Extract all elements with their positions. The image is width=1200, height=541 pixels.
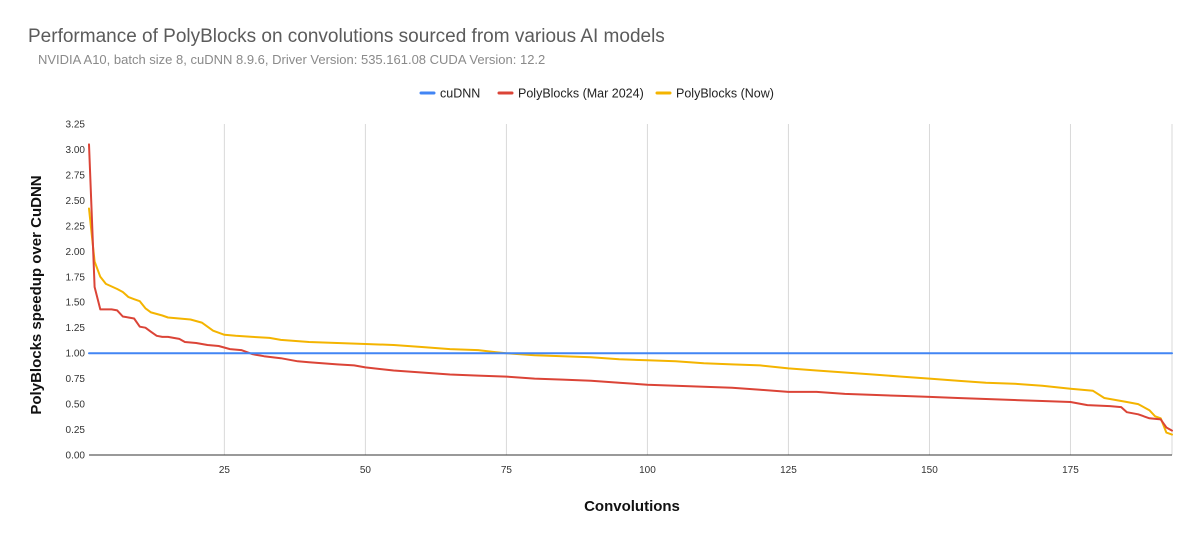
y-tick-label: 2.25 [66, 221, 86, 232]
grid [223, 124, 1173, 455]
y-tick-label: 0.25 [66, 425, 86, 436]
series-lines [88, 143, 1173, 436]
chart-title: Performance of PolyBlocks on convolution… [28, 26, 665, 47]
x-tick-label: 25 [219, 465, 231, 476]
y-tick-label: 2.50 [66, 196, 86, 207]
x-axis-title: Convolutions [584, 498, 680, 515]
x-tick-label: 75 [501, 465, 513, 476]
y-tick-label: 1.50 [66, 298, 86, 309]
chart-subtitle: NVIDIA A10, batch size 8, cuDNN 8.9.6, D… [38, 52, 546, 67]
x-tick-label: 100 [639, 465, 656, 476]
y-tick-label: 2.75 [66, 170, 86, 181]
y-tick-label: 2.00 [66, 247, 86, 258]
x-tick-label: 150 [921, 465, 938, 476]
x-tick-label: 50 [360, 465, 372, 476]
legend-label: PolyBlocks (Now) [676, 87, 774, 101]
y-tick-label: 1.75 [66, 272, 86, 283]
legend: cuDNN PolyBlocks (Mar 2024) PolyBlocks (No… [419, 87, 774, 101]
y-tick-label: 1.25 [66, 323, 86, 334]
legend-label: cuDNN [440, 87, 480, 101]
y-tick-label: 0.75 [66, 374, 86, 385]
axes: 25 50 75 100 125 150 175 0.00 0.25 0.50 0.75 1.00 1.… [66, 120, 1172, 476]
y-tick-label: 0.00 [66, 451, 86, 462]
legend-label: PolyBlocks (Mar 2024) [518, 87, 644, 101]
y-axis-title: PolyBlocks speedup over CuDNN [28, 175, 45, 414]
y-tick-label: 3.25 [66, 120, 86, 131]
x-tick-label: 175 [1062, 465, 1079, 476]
y-tick-label: 1.00 [66, 349, 86, 360]
y-tick-label: 0.50 [66, 400, 86, 411]
y-tick-label: 3.00 [66, 145, 86, 156]
x-tick-label: 125 [780, 465, 797, 476]
series-line-polyblocks-mar-2024 [88, 143, 1173, 432]
